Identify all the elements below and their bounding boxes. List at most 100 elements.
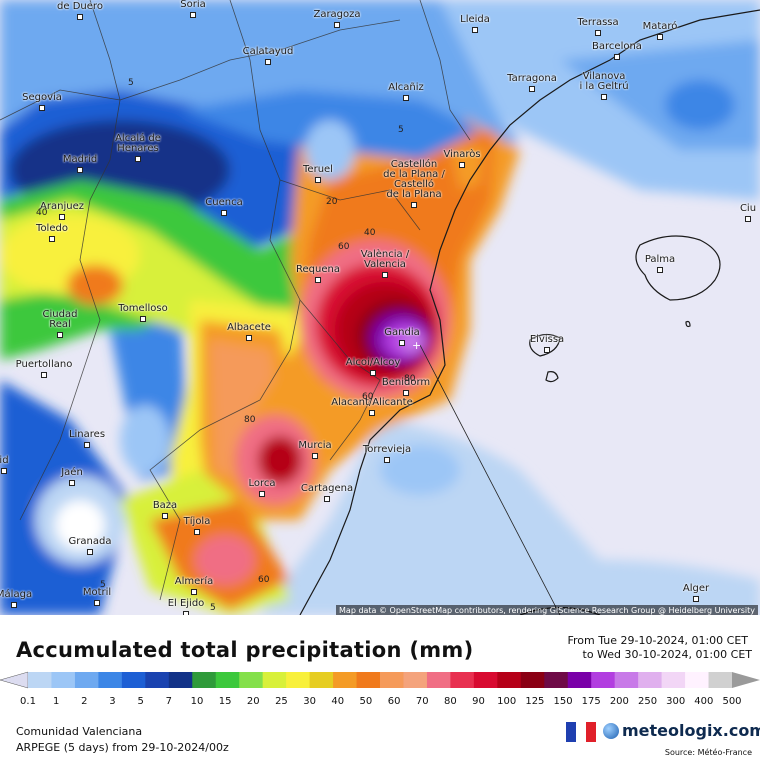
city-label: Almería [174, 576, 214, 587]
scale-tick-label: 40 [331, 696, 345, 707]
scale-swatch [239, 672, 264, 688]
scale-swatch [708, 672, 733, 688]
city-label: Palma [644, 254, 676, 265]
color-scale [0, 671, 760, 689]
scale-swatch [192, 672, 217, 688]
city-label: Cuenca [205, 197, 243, 208]
scale-swatch [356, 672, 381, 688]
city-label: Toledo [36, 223, 68, 234]
city-dot [1, 468, 7, 474]
scale-tick-label: 0.1 [20, 696, 36, 707]
scale-tick-label: 5 [137, 696, 144, 707]
city-dot [334, 22, 340, 28]
scale-swatch [168, 672, 193, 688]
city-dot [94, 600, 100, 606]
scale-swatch [497, 672, 522, 688]
scale-tick-label: 70 [415, 696, 429, 707]
city-dot [77, 14, 83, 20]
city-dot [87, 549, 93, 555]
legend-title: Accumulated total precipitation (mm) [16, 638, 474, 662]
city-label: Soria [180, 0, 206, 10]
scale-tick-label: 15 [218, 696, 232, 707]
contour-label: 40 [364, 228, 376, 238]
contour-label: 5 [398, 125, 404, 135]
city-dot [614, 54, 620, 60]
city-label: Zaragoza [313, 9, 361, 20]
precip-field [0, 0, 760, 615]
contour-label: 5 [210, 603, 216, 613]
city-label: Murcia [298, 440, 332, 451]
city-dot [403, 95, 409, 101]
city-dot [84, 442, 90, 448]
scale-swatch [333, 672, 358, 688]
scale-tick-label: 250 [637, 696, 658, 707]
scale-swatch [426, 672, 451, 688]
city-label: Granada [68, 536, 112, 547]
scale-tick-label: 3 [109, 696, 116, 707]
city-label: Calatayud [242, 46, 294, 57]
city-dot [693, 596, 699, 602]
city-dot [41, 372, 47, 378]
brand-logo[interactable]: meteologix.com [603, 721, 760, 740]
city-label: Puertollano [15, 359, 73, 370]
city-label: Teruel [303, 164, 333, 175]
city-label: Mataró [642, 21, 678, 32]
city-dot [529, 86, 535, 92]
scale-tick-label: 175 [581, 696, 601, 707]
scale-arrow-right [732, 672, 760, 688]
city-label: Vilanova i la Geltrú [579, 71, 629, 92]
city-dot [312, 453, 318, 459]
city-label: Madrid [62, 154, 98, 165]
scale-swatch [121, 672, 146, 688]
city-dot [49, 236, 55, 242]
contour-label: 80 [244, 415, 256, 425]
city-dot [657, 34, 663, 40]
city-dot [194, 529, 200, 535]
scale-swatch [544, 672, 569, 688]
model-info: ARPEGE (5 days) from 29-10-2024/00z [16, 741, 229, 754]
city-dot [190, 12, 196, 18]
region-name: Comunidad Valenciana [16, 725, 143, 738]
scale-tick-label: 2 [81, 696, 88, 707]
city-dot [544, 347, 550, 353]
scale-tick-label: 125 [525, 696, 545, 707]
city-dot [259, 491, 265, 497]
contour-label: 60 [338, 242, 350, 252]
scale-tick-label: 150 [553, 696, 573, 707]
city-dot [411, 202, 417, 208]
section-line [419, 344, 561, 615]
data-source: Source: Météo-France [664, 748, 752, 757]
scale-swatch [74, 672, 99, 688]
city-dot [265, 59, 271, 65]
precipitation-map: + Aranda de Duero Soria Zaragoza Lleida Terr… [0, 0, 760, 615]
city-label: Tomelloso [118, 303, 168, 314]
city-label: Cartagena [300, 483, 354, 494]
city-dot [183, 611, 189, 615]
scale-tick-label: 90 [472, 696, 485, 707]
scale-tick-label: 30 [303, 696, 316, 707]
scale-swatch [450, 672, 475, 688]
gandia-marker: + [412, 339, 421, 352]
scale-swatch [685, 672, 710, 688]
city-label: Alger [682, 583, 710, 594]
city-label: Baza [152, 500, 178, 511]
city-dot [162, 513, 168, 519]
city-dot [315, 277, 321, 283]
scale-tick-label: 20 [246, 696, 260, 707]
contour-label: 80 [404, 374, 416, 384]
city-label: Vinaròs [443, 149, 481, 160]
scale-tick-label: 500 [722, 696, 742, 707]
city-label: Castellón de la Plana / Castelló de la P… [383, 159, 445, 200]
city-dot [399, 340, 405, 346]
city-dot [657, 267, 663, 273]
contour-label: 5 [100, 580, 106, 590]
city-dot [370, 370, 376, 376]
color-scale-ticks: 0.1 1 2 3 5 7 10 15 20 25 30 40 50 60 70 80 90 100 125 150 1… [0, 696, 760, 710]
city-dot [77, 167, 83, 173]
scale-swatch [286, 672, 311, 688]
contour-label: 60 [362, 392, 374, 402]
city-label: Torrevieja [362, 444, 412, 455]
city-dot [135, 156, 141, 162]
scale-tick-label: 25 [275, 696, 288, 707]
scale-swatch [98, 672, 123, 688]
